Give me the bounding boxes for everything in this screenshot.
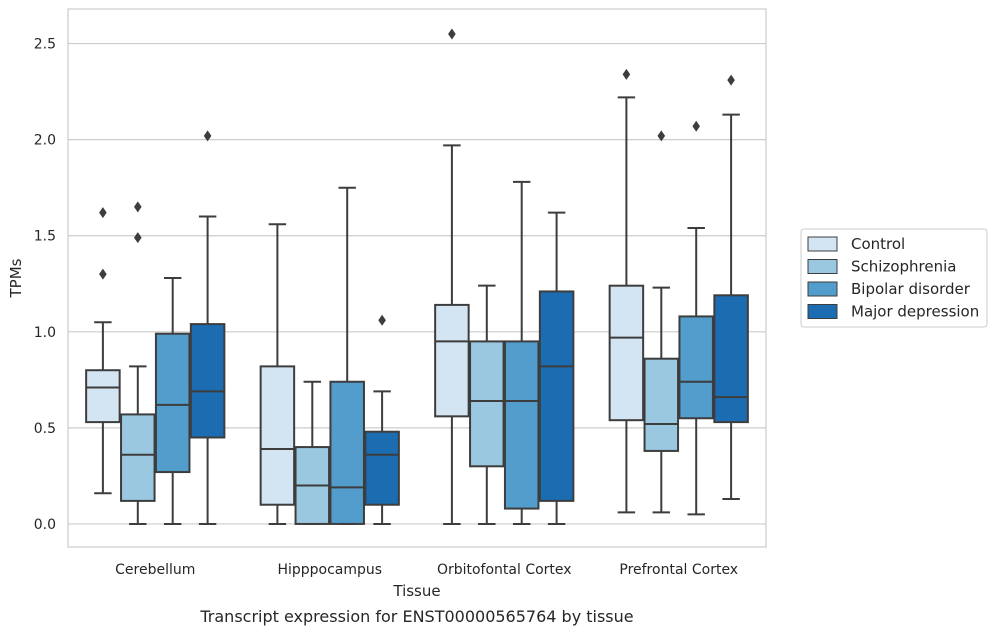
box-3-3 xyxy=(713,74,749,500)
legend: Control Schizophrenia Bipolar disorder Majo… xyxy=(800,228,988,328)
box xyxy=(120,413,156,502)
box xyxy=(329,380,365,525)
y-tick-label: 0.5 xyxy=(34,421,56,437)
y-tick-label: 1.5 xyxy=(34,229,56,245)
x-tick-label: Hipppocampus xyxy=(277,562,382,578)
box xyxy=(189,323,226,439)
box-3-1 xyxy=(643,130,680,514)
outlier-point xyxy=(134,232,142,244)
box-2-2 xyxy=(503,180,540,525)
box xyxy=(469,340,505,468)
legend-frame xyxy=(800,228,988,328)
chart-caption: Transcript expression for ENST0000056576… xyxy=(199,607,633,626)
box xyxy=(713,294,749,424)
box-1-2 xyxy=(329,186,365,525)
legend-swatch xyxy=(807,259,838,274)
box xyxy=(678,315,714,420)
outlier-point xyxy=(727,74,735,86)
y-ticks: 0.0 0.5 1.0 1.5 2.0 2.5 xyxy=(34,37,56,533)
box-0-2 xyxy=(154,277,191,525)
box-0-3 xyxy=(189,130,226,525)
box xyxy=(538,290,575,502)
y-tick-label: 2.5 xyxy=(34,37,56,53)
outlier-point xyxy=(378,314,386,326)
outlier-point xyxy=(448,28,456,40)
y-tick-label: 0.0 xyxy=(34,517,56,533)
box xyxy=(434,303,470,418)
box-3-0 xyxy=(608,68,645,514)
x-tick-label: Orbitofontal Cortex xyxy=(437,562,572,578)
box xyxy=(154,332,191,474)
outlier-point xyxy=(657,130,666,142)
x-tick-label: Cerebellum xyxy=(115,562,195,578)
y-tick-label: 1.0 xyxy=(34,325,56,341)
y-tick-label: 2.0 xyxy=(34,133,56,149)
legend-label: Control xyxy=(851,235,905,253)
box-0-1 xyxy=(120,201,156,525)
outlier-point xyxy=(99,207,107,219)
box-0-0 xyxy=(85,207,121,495)
y-axis-title: TPMs xyxy=(7,258,25,298)
plot-frame xyxy=(67,8,767,548)
box xyxy=(364,430,400,506)
boxes xyxy=(85,28,749,525)
legend-label: Major depression xyxy=(851,303,979,321)
box xyxy=(643,357,680,452)
box xyxy=(85,369,121,424)
outlier-point xyxy=(99,268,107,280)
legend-label: Bipolar disorder xyxy=(851,280,971,298)
outlier-point xyxy=(134,201,142,213)
legend-swatch xyxy=(807,281,838,297)
box-1-0 xyxy=(259,223,296,525)
legend-swatch xyxy=(807,304,838,319)
outlier-point xyxy=(692,120,700,132)
box-3-2 xyxy=(678,120,714,516)
box-2-1 xyxy=(469,284,505,525)
box xyxy=(259,365,296,506)
outlier-point xyxy=(622,68,631,80)
legend-swatch xyxy=(807,236,838,252)
box-1-3 xyxy=(364,314,400,525)
box-1-1 xyxy=(294,380,331,525)
box xyxy=(608,284,645,422)
outlier-point xyxy=(203,130,212,142)
box-2-0 xyxy=(434,28,470,525)
legend-label: Schizophrenia xyxy=(851,258,956,276)
x-axis-title: Tissue xyxy=(392,582,440,600)
box-2-3 xyxy=(538,211,575,525)
x-ticks: Cerebellum Hipppocampus Orbitofontal Corte… xyxy=(115,562,738,578)
x-tick-label: Prefrontal Cortex xyxy=(619,562,738,578)
box xyxy=(503,340,540,510)
